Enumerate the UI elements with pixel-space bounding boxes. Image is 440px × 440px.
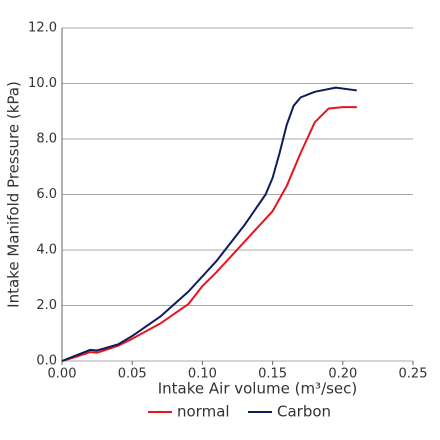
y-axis-title: Intake Manifold Pressure (kPa)	[5, 81, 23, 308]
y-tick-label: 4.0	[36, 243, 57, 258]
y-tick-label: 10.0	[28, 76, 57, 91]
legend-label: normal	[177, 403, 230, 421]
y-tick-label: 12.0	[28, 21, 57, 36]
y-tick-label: 8.0	[36, 132, 57, 147]
data-line	[61, 86, 357, 362]
y-tick-label: 2.0	[36, 298, 57, 313]
x-tick-label: 0.00	[48, 367, 77, 382]
x-axis-title: Intake Air volume (m³/sec)	[158, 380, 358, 398]
x-tick-label: 0.05	[118, 367, 147, 382]
x-tick-label: 0.25	[399, 367, 428, 382]
y-tick-label: 6.0	[36, 187, 57, 202]
y-tick-label: 0.0	[36, 354, 57, 369]
x-tick-label: 0.10	[188, 367, 217, 382]
x-tick-label: 0.15	[258, 367, 287, 382]
x-tick-label: 0.20	[328, 367, 357, 382]
legend-label: Carbon	[277, 403, 331, 421]
data-line	[61, 106, 357, 362]
